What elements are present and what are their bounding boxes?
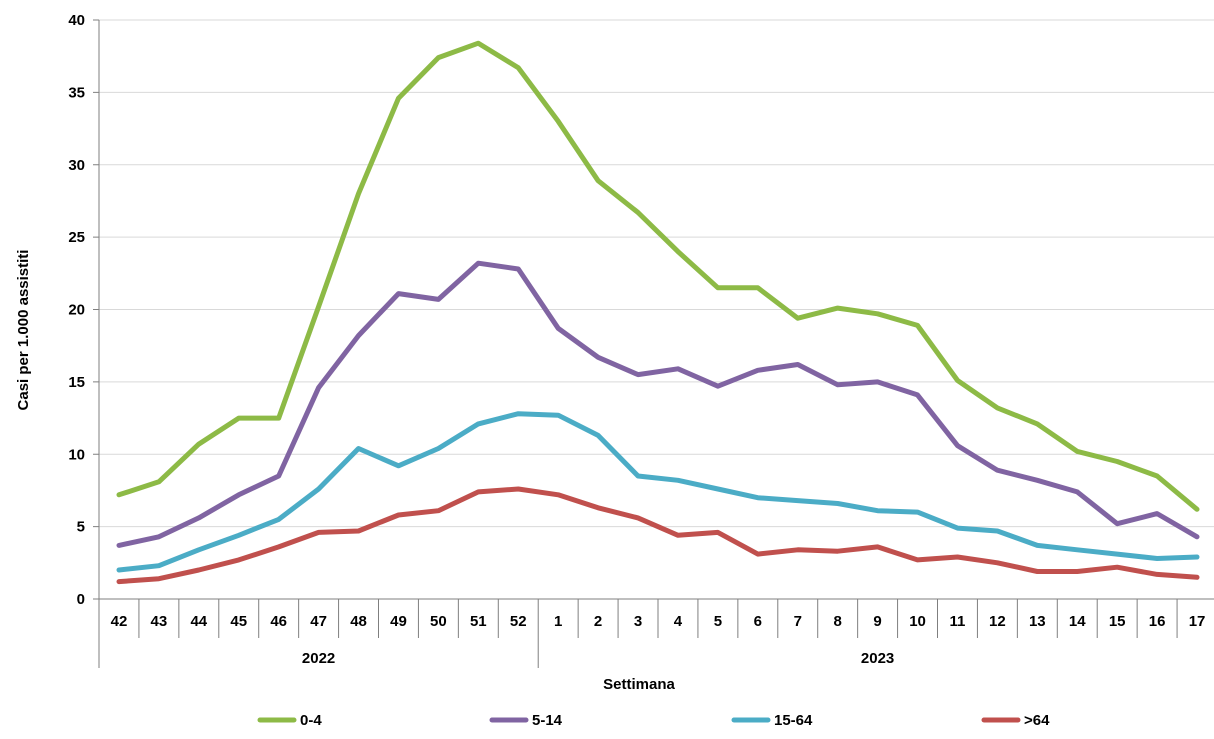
x-tick-label: 1	[554, 613, 562, 630]
y-tick-label: 40	[68, 12, 85, 29]
x-tick-label: 4	[674, 613, 683, 630]
y-tick-label: 30	[68, 157, 85, 174]
x-tick-label: 43	[151, 613, 168, 630]
x-tick-label: 8	[834, 613, 842, 630]
gridlines	[99, 19, 1214, 528]
x-tick-label: 46	[270, 613, 287, 630]
y-tick-label: 35	[68, 84, 85, 101]
legend-label: 0-4	[300, 712, 322, 729]
x-tick-label: 15	[1109, 613, 1126, 630]
series-lines	[116, 40, 1200, 585]
x-tick-label: 5	[714, 613, 722, 630]
y-axis-title: Casi per 1.000 assistiti	[15, 250, 32, 411]
x-tick-label: 48	[350, 613, 367, 630]
x-tick-label: 11	[950, 613, 966, 630]
x-tick-label: 45	[230, 613, 247, 630]
y-tick-label: 25	[68, 229, 85, 246]
y-tick-label: 15	[68, 374, 85, 391]
series-line-64	[116, 486, 1200, 585]
series-line-5-14	[116, 260, 1200, 548]
legend-label: 5-14	[532, 712, 563, 729]
x-tick-label: 12	[989, 613, 1006, 630]
x-tick-label: 9	[873, 613, 881, 630]
y-tick-label: 10	[68, 446, 85, 463]
y-tick-label: 5	[77, 519, 85, 536]
legend-label: >64	[1024, 712, 1050, 729]
x-tick-label: 14	[1069, 613, 1086, 630]
x-tick-label: 51	[470, 613, 487, 630]
x-tick-label: 44	[190, 613, 207, 630]
x-tick-label: 49	[390, 613, 407, 630]
x-tick-label: 50	[430, 613, 447, 630]
x-tick-label: 47	[310, 613, 327, 630]
x-tick-label: 42	[111, 613, 128, 630]
x-tick-label: 17	[1189, 613, 1206, 630]
y-tick-label: 0	[77, 591, 85, 608]
x-tick-label: 52	[510, 613, 527, 630]
x-tick-label: 7	[794, 613, 802, 630]
y-tick-label: 20	[68, 302, 85, 319]
series-line-0-4	[116, 40, 1200, 512]
series-line-15-64	[116, 411, 1200, 573]
legend: 0-4 5-14 15-64 >64	[257, 712, 1050, 729]
year-group-label: 2022	[302, 650, 335, 667]
legend-label: 15-64	[774, 712, 813, 729]
year-group-label: 2023	[861, 650, 894, 667]
x-tick-label: 2	[594, 613, 602, 630]
x-tick-label: 16	[1149, 613, 1166, 630]
x-tick-label: 10	[909, 613, 926, 630]
x-axis-title: Settimana	[603, 676, 675, 693]
x-tick-label: 13	[1029, 613, 1046, 630]
x-tick-label: 3	[634, 613, 642, 630]
x-tick-label: 6	[754, 613, 762, 630]
